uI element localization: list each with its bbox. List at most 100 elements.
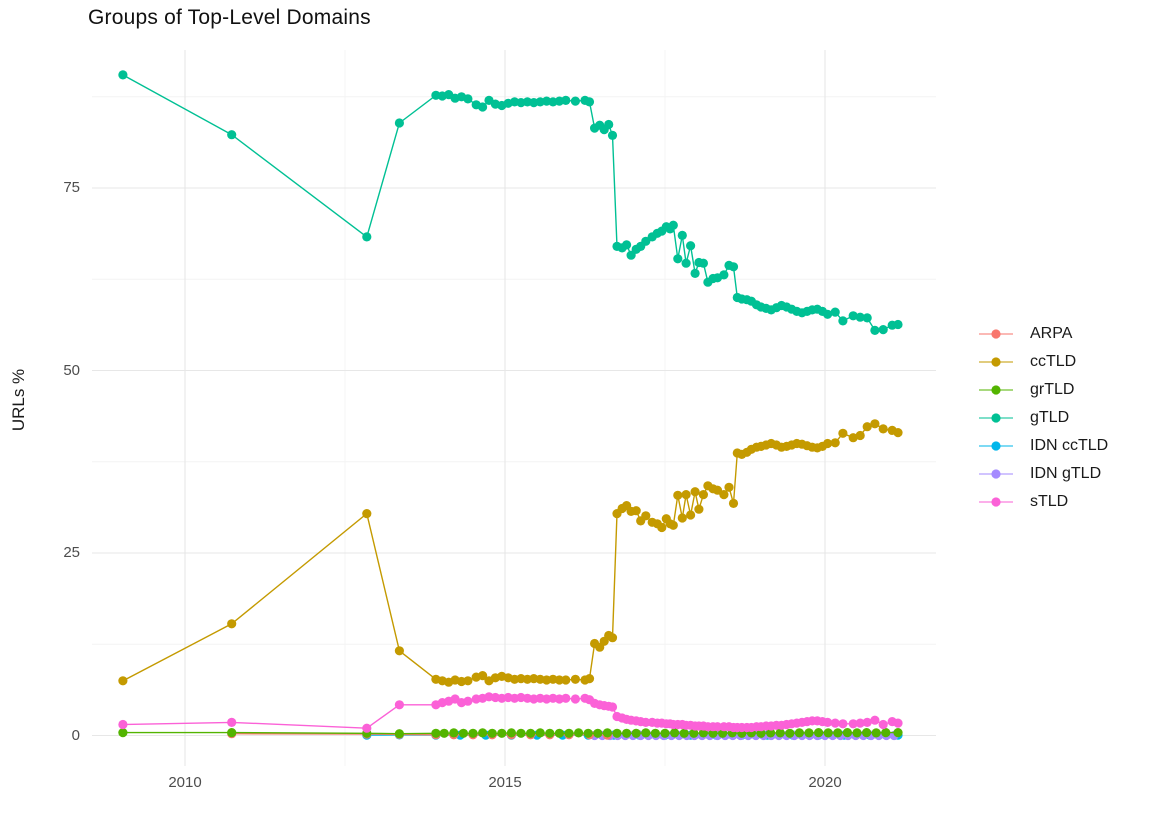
data-point: [878, 424, 888, 434]
legend-item-IDN-gTLD: IDN gTLD: [978, 460, 1108, 488]
data-point: [431, 728, 441, 738]
data-point: [604, 119, 614, 130]
data-point: [593, 728, 603, 738]
data-point: [631, 506, 641, 516]
data-point: [724, 482, 734, 492]
data-point: [554, 675, 565, 685]
data-point: [668, 520, 678, 530]
data-point: [855, 718, 865, 728]
data-point: [607, 702, 618, 712]
data-point: [694, 504, 704, 514]
data-point: [602, 728, 613, 738]
data-point: [871, 728, 881, 738]
series-sTLD: [118, 692, 903, 733]
data-point: [766, 728, 776, 738]
data-point: [631, 728, 641, 738]
data-point: [394, 118, 404, 128]
x-tick-label: 2010: [168, 774, 202, 791]
legend-key-icon: [979, 469, 1013, 479]
data-point: [468, 728, 478, 738]
data-point: [823, 717, 833, 728]
data-point: [690, 268, 700, 278]
legend-key-icon: [979, 329, 1013, 339]
data-point: [855, 312, 865, 322]
series-ccTLD: [118, 419, 903, 687]
data-point: [881, 728, 891, 738]
data-point: [449, 728, 459, 738]
data-point: [362, 232, 372, 242]
data-point: [439, 728, 449, 738]
data-point: [668, 220, 678, 230]
data-point: [823, 728, 833, 738]
data-point: [830, 307, 840, 317]
data-point: [833, 728, 843, 738]
data-point: [862, 728, 872, 738]
legend-label: IDN ccTLD: [1030, 437, 1109, 454]
data-point: [823, 438, 833, 449]
data-point: [641, 511, 651, 521]
data-point: [584, 674, 595, 684]
data-point: [708, 728, 718, 738]
data-point: [838, 719, 848, 729]
data-point: [842, 728, 853, 738]
data-point: [698, 258, 709, 268]
legend: ARPA ccTLD grTLD gTLD IDN ccTLD IDN gTLD sTLD: [978, 320, 1108, 516]
legend-item-gTLD: gTLD: [978, 404, 1108, 432]
data-point: [516, 728, 526, 738]
data-point: [583, 728, 593, 738]
data-point: [227, 717, 237, 728]
data-point: [227, 130, 237, 140]
series-line: [122, 74, 899, 332]
data-point: [526, 728, 536, 738]
legend-key-icon: [979, 385, 1013, 395]
data-point: [463, 94, 473, 104]
data-point: [463, 696, 473, 706]
data-point: [554, 728, 565, 738]
data-point: [794, 728, 805, 738]
data-point: [728, 262, 739, 272]
data-point: [870, 715, 880, 725]
data-point: [673, 490, 683, 500]
y-tick-label: 25: [63, 544, 80, 561]
data-point: [362, 508, 372, 519]
legend-label: IDN gTLD: [1030, 465, 1102, 482]
legend-label: sTLD: [1030, 493, 1069, 510]
data-point: [673, 254, 683, 264]
data-point: [830, 718, 840, 728]
data-point: [814, 728, 824, 738]
data-point: [848, 433, 858, 443]
legend-item-ccTLD: ccTLD: [978, 348, 1108, 376]
y-tick-label: 50: [63, 361, 80, 379]
data-point: [607, 633, 618, 643]
legend-label: ccTLD: [1030, 353, 1077, 370]
data-point: [570, 694, 581, 704]
data-point: [804, 728, 814, 738]
chart-title: Groups of Top-Level Domains: [88, 6, 371, 29]
data-point: [394, 729, 404, 739]
data-point: [686, 510, 696, 520]
data-point: [670, 728, 680, 738]
x-tick-label: 2015: [488, 774, 522, 791]
data-point: [497, 728, 507, 738]
data-point: [681, 490, 691, 500]
data-point: [641, 236, 651, 246]
data-point: [118, 728, 128, 738]
data-point: [712, 485, 723, 495]
data-point: [689, 728, 699, 738]
data-point: [227, 619, 237, 629]
data-point: [394, 646, 404, 656]
legend-key-icon: [979, 413, 1013, 423]
data-point: [607, 130, 618, 140]
data-point: [622, 728, 632, 738]
data-point: [677, 513, 687, 523]
legend-key-icon: [979, 357, 1013, 367]
data-point: [394, 700, 404, 710]
data-point: [852, 728, 862, 738]
data-point: [458, 728, 468, 738]
data-point: [622, 240, 632, 250]
data-point: [570, 674, 581, 684]
legend-label: gTLD: [1030, 409, 1070, 426]
data-point: [870, 419, 880, 429]
